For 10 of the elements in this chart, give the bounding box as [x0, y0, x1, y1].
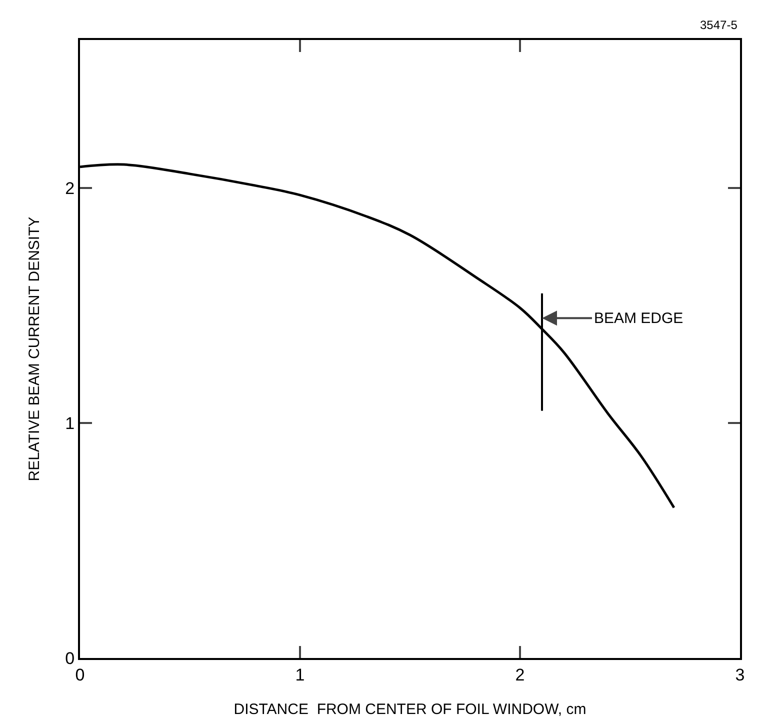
y-tick-label: 2: [65, 178, 75, 198]
x-tick-label: 3: [735, 665, 745, 684]
y-tick-label: 1: [65, 414, 75, 433]
y-axis-title: RELATIVE BEAM CURRENT DENSITY: [26, 216, 43, 482]
ref-line-label: BEAM EDGE: [594, 310, 684, 327]
x-axis-title: DISTANCE FROM CENTER OF FOIL WINDOW, cm: [234, 701, 586, 718]
y-tick-label: 0: [65, 648, 75, 668]
x-tick-label: 1: [295, 665, 305, 684]
text: 3547-5: [700, 18, 738, 32]
x-tick-label: 2: [515, 665, 525, 684]
